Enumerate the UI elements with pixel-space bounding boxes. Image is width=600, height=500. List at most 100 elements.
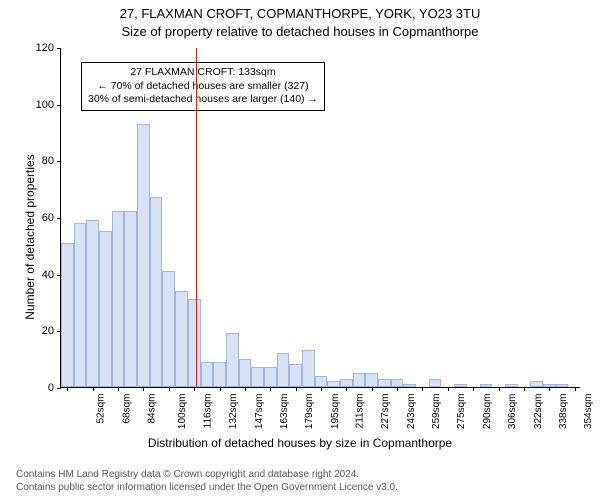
histogram-bar [112,211,125,387]
histogram-bar [391,379,404,388]
histogram-bar [162,271,175,387]
histogram-bar [340,379,353,388]
histogram-bar [251,367,264,387]
annotation-box: 27 FLAXMAN CROFT: 133sqm ← 70% of detach… [81,62,325,111]
xtick-label: 259sqm [431,394,442,430]
xtick-label: 163sqm [279,394,290,430]
histogram-bar [505,384,518,387]
ytick-mark [57,161,61,162]
chart-title-main: 27, FLAXMAN CROFT, COPMANTHORPE, YORK, Y… [0,6,600,21]
chart-title-sub: Size of property relative to detached ho… [0,24,600,39]
xtick-label: 84sqm [147,394,158,424]
histogram-bar [327,381,340,387]
histogram-bar [137,124,150,388]
xtick-label: 338sqm [558,394,569,430]
ytick-mark [57,48,61,49]
ytick-label: 80 [24,155,54,167]
ytick-label: 20 [24,325,54,337]
xtick-mark [194,387,195,391]
xtick-label: 116sqm [202,394,213,429]
xtick-mark [346,387,347,391]
xtick-mark [118,387,119,391]
annotation-line-1: 27 FLAXMAN CROFT: 133sqm [88,66,318,80]
footer-line-1: Contains HM Land Registry data © Crown c… [16,468,398,481]
histogram-bar [74,223,87,387]
property-marker-line [196,48,197,387]
ytick-label: 0 [24,382,54,394]
ytick-label: 40 [24,269,54,281]
histogram-bar [530,381,543,387]
histogram-bar [99,231,112,387]
xtick-mark [422,387,423,391]
xtick-mark [448,387,449,391]
histogram-bar [188,299,201,387]
xtick-mark [296,387,297,391]
histogram-bar [277,353,290,387]
xtick-label: 354sqm [583,394,594,430]
histogram-bar [239,359,252,387]
xtick-mark [93,387,94,391]
histogram-bar [61,243,74,388]
histogram-bar [264,367,277,387]
xtick-mark [169,387,170,391]
footer-line-2: Contains public sector information licen… [16,481,398,494]
xtick-label: 52sqm [96,394,107,424]
ytick-label: 120 [24,42,54,54]
histogram-bar [226,333,239,387]
histogram-bar [365,373,378,387]
xtick-label: 243sqm [406,394,417,430]
annotation-line-3: 30% of semi-detached houses are larger (… [88,93,318,107]
plot-area: 27 FLAXMAN CROFT: 133sqm ← 70% of detach… [60,48,580,388]
xtick-mark [499,387,500,391]
xtick-label: 195sqm [330,394,341,430]
xtick-mark [397,387,398,391]
xtick-label: 132sqm [228,394,239,430]
histogram-bar [353,373,366,387]
xtick-label: 211sqm [354,394,365,429]
x-axis-label: Distribution of detached houses by size … [0,436,600,450]
xtick-label: 306sqm [507,394,518,430]
histogram-bar [175,291,188,387]
xtick-mark [549,387,550,391]
xtick-mark [143,387,144,391]
xtick-label: 290sqm [482,394,493,430]
histogram-bar [302,350,315,387]
annotation-line-2: ← 70% of detached houses are smaller (32… [88,80,318,94]
histogram-bar [289,364,302,387]
histogram-bar [213,362,226,388]
histogram-bar [150,197,163,387]
footer-text: Contains HM Land Registry data © Crown c… [16,468,398,494]
histogram-bar [403,384,416,387]
xtick-mark [245,387,246,391]
xtick-mark [321,387,322,391]
histogram-bar [429,379,442,388]
xtick-label: 147sqm [254,394,265,430]
ytick-label: 60 [24,212,54,224]
xtick-mark [473,387,474,391]
xtick-label: 68sqm [121,394,132,424]
xtick-mark [575,387,576,391]
ytick-label: 100 [24,99,54,111]
xtick-mark [270,387,271,391]
xtick-mark [524,387,525,391]
xtick-label: 275sqm [457,394,468,430]
histogram-bar [315,376,328,387]
histogram-bar [201,362,214,388]
histogram-bar [480,384,493,387]
histogram-bar [86,220,99,387]
xtick-label: 322sqm [533,394,544,430]
histogram-bar [556,384,569,387]
xtick-mark [372,387,373,391]
chart-container: 27, FLAXMAN CROFT, COPMANTHORPE, YORK, Y… [0,0,600,500]
histogram-bar [378,379,391,388]
histogram-bar [124,211,137,387]
xtick-mark [220,387,221,391]
xtick-label: 227sqm [380,394,391,430]
histogram-bar [454,384,467,387]
xtick-label: 100sqm [178,394,189,430]
ytick-mark [57,388,61,389]
xtick-mark [67,387,68,391]
ytick-mark [57,105,61,106]
xtick-label: 179sqm [304,394,315,430]
ytick-mark [57,218,61,219]
